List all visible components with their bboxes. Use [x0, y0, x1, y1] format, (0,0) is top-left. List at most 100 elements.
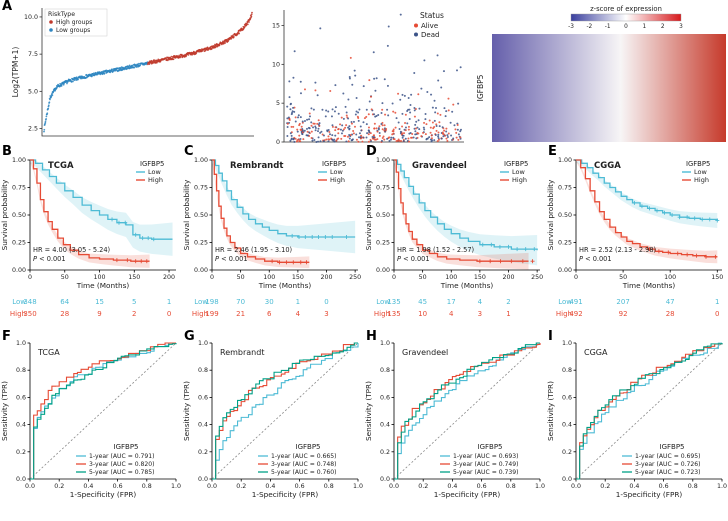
svg-text:High: High: [148, 176, 163, 184]
svg-text:1.00: 1.00: [12, 157, 26, 164]
svg-text:1.00: 1.00: [558, 157, 572, 164]
svg-text:0.75: 0.75: [12, 185, 26, 192]
svg-text:21: 21: [236, 310, 245, 318]
svg-text:10: 10: [272, 61, 280, 68]
svg-text:0.00: 0.00: [376, 267, 390, 274]
svg-text:TCGA: TCGA: [48, 161, 74, 171]
svg-text:Low: Low: [376, 298, 390, 306]
svg-text:Low: Low: [512, 168, 525, 176]
svg-text:150: 150: [711, 274, 723, 281]
svg-text:150: 150: [128, 274, 140, 281]
svg-text:Sensitivity (TPR): Sensitivity (TPR): [364, 381, 373, 441]
svg-text:0.50: 0.50: [12, 212, 26, 219]
svg-text:5-year (AUC = 0.739): 5-year (AUC = 0.739): [453, 469, 519, 476]
svg-text:Rembrandt: Rembrandt: [230, 161, 283, 171]
svg-text:4: 4: [478, 298, 483, 306]
svg-text:5-year (AUC = 0.723): 5-year (AUC = 0.723): [635, 469, 701, 476]
svg-text:Time (Months): Time (Months): [76, 281, 130, 290]
svg-text:5.0: 5.0: [28, 88, 38, 95]
svg-text:135: 135: [387, 298, 400, 306]
svg-text:5-year (AUC = 0.785): 5-year (AUC = 0.785): [89, 469, 155, 476]
svg-text:1.0: 1.0: [16, 340, 26, 347]
svg-text:1.00: 1.00: [194, 157, 208, 164]
svg-text:492: 492: [569, 310, 582, 318]
svg-text:92: 92: [619, 310, 628, 318]
svg-text:28: 28: [60, 310, 69, 318]
panel-letter-i: I: [548, 329, 553, 344]
svg-text:0.8: 0.8: [688, 483, 698, 490]
svg-text:0.2: 0.2: [54, 483, 64, 490]
svg-text:0.2: 0.2: [380, 449, 390, 456]
km-plot-cgga: 0.00 0.25 0.50 0.75 1.00 0 50 100 150 Time (Month…: [546, 157, 723, 318]
svg-text:491: 491: [569, 298, 582, 306]
svg-text:1.0: 1.0: [380, 340, 390, 347]
svg-text:P < 0.001: P < 0.001: [579, 255, 612, 263]
svg-text:High: High: [694, 176, 709, 184]
svg-text:3: 3: [679, 24, 683, 30]
km-plot-gravendeel: 0.00 0.25 0.50 0.75 1.00 0 50 100 150 200 250 Time …: [364, 157, 543, 318]
svg-text:0: 0: [392, 274, 396, 281]
svg-text:1-year (AUC = 0.693): 1-year (AUC = 0.693): [453, 453, 519, 460]
svg-text:Rembrandt: Rembrandt: [220, 348, 264, 357]
svg-text:0.6: 0.6: [295, 483, 305, 490]
svg-text:0.75: 0.75: [194, 185, 208, 192]
svg-text:135: 135: [387, 310, 400, 318]
svg-text:1.0: 1.0: [171, 483, 181, 490]
svg-text:1.0: 1.0: [562, 340, 572, 347]
svg-text:z-score of expression: z-score of expression: [590, 5, 662, 13]
svg-text:0.4: 0.4: [83, 483, 93, 490]
svg-text:0: 0: [276, 139, 280, 146]
svg-text:-3: -3: [568, 24, 574, 30]
panel-letter-g: G: [184, 329, 195, 344]
svg-text:15: 15: [272, 23, 280, 30]
svg-text:30: 30: [265, 298, 274, 306]
svg-text:Time (Months): Time (Months): [258, 281, 312, 290]
svg-text:50: 50: [619, 274, 627, 281]
svg-text:1.00: 1.00: [376, 157, 390, 164]
svg-text:IGFBP5: IGFBP5: [140, 160, 164, 168]
svg-text:3: 3: [478, 310, 482, 318]
svg-text:3: 3: [324, 310, 328, 318]
svg-text:5: 5: [132, 298, 136, 306]
svg-text:45: 45: [418, 298, 427, 306]
svg-text:2: 2: [506, 298, 510, 306]
svg-text:Survival probability: Survival probability: [364, 179, 373, 250]
svg-text:0.6: 0.6: [16, 394, 26, 401]
svg-text:-1: -1: [605, 24, 611, 30]
svg-text:1-Specificity (FPR): 1-Specificity (FPR): [434, 490, 501, 499]
svg-text:CGGA: CGGA: [584, 348, 608, 357]
svg-text:0.0: 0.0: [25, 483, 35, 490]
svg-text:0.50: 0.50: [558, 212, 572, 219]
svg-text:3-year (AUC = 0.726): 3-year (AUC = 0.726): [635, 461, 701, 468]
svg-text:0.0: 0.0: [198, 476, 208, 483]
roc-plot-cgga: 0.0 0.2 0.4 0.6 0.8 1.0 0.0 0.2 0.4 0.6 0.8 1.0 1-Sp…: [546, 340, 727, 499]
svg-text:Sensitivity (TPR): Sensitivity (TPR): [546, 381, 555, 441]
svg-text:4: 4: [449, 310, 454, 318]
svg-text:0: 0: [324, 298, 328, 306]
svg-text:70: 70: [236, 298, 245, 306]
svg-text:P < 0.001: P < 0.001: [215, 255, 248, 263]
svg-text:0: 0: [574, 274, 578, 281]
svg-text:0.4: 0.4: [16, 422, 26, 429]
svg-text:250: 250: [349, 274, 361, 281]
svg-text:0.4: 0.4: [265, 483, 275, 490]
svg-text:0.50: 0.50: [376, 212, 390, 219]
svg-text:Survival probability: Survival probability: [546, 179, 555, 250]
svg-text:Gravendeel: Gravendeel: [412, 161, 467, 171]
svg-text:0: 0: [715, 310, 719, 318]
svg-text:100: 100: [94, 274, 106, 281]
svg-text:High: High: [374, 310, 390, 318]
svg-text:0.8: 0.8: [16, 367, 26, 374]
svg-text:47: 47: [666, 298, 675, 306]
svg-text:CGGA: CGGA: [594, 161, 621, 171]
svg-text:IGFBP5: IGFBP5: [296, 443, 321, 451]
svg-text:1-Specificity (FPR): 1-Specificity (FPR): [252, 490, 319, 499]
svg-text:2.5: 2.5: [28, 126, 38, 133]
svg-text:0: 0: [210, 274, 214, 281]
svg-text:0.0: 0.0: [562, 476, 572, 483]
svg-text:0.8: 0.8: [380, 367, 390, 374]
svg-text:0.25: 0.25: [376, 240, 390, 247]
svg-text:1.0: 1.0: [198, 340, 208, 347]
